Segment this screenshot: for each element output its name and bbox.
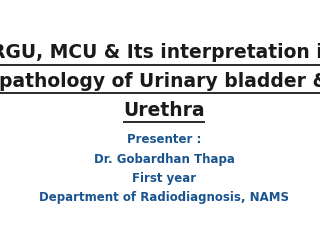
Text: First year: First year xyxy=(132,172,196,185)
Text: Dr. Gobardhan Thapa: Dr. Gobardhan Thapa xyxy=(93,153,235,166)
Text: Presenter :: Presenter : xyxy=(127,133,201,146)
Text: Department of Radiodiagnosis, NAMS: Department of Radiodiagnosis, NAMS xyxy=(39,191,289,204)
Text: Urethra: Urethra xyxy=(123,101,205,120)
Text: pathology of Urinary bladder &: pathology of Urinary bladder & xyxy=(0,72,320,91)
Text: RGU, MCU & Its interpretation in: RGU, MCU & Its interpretation in xyxy=(0,43,320,62)
